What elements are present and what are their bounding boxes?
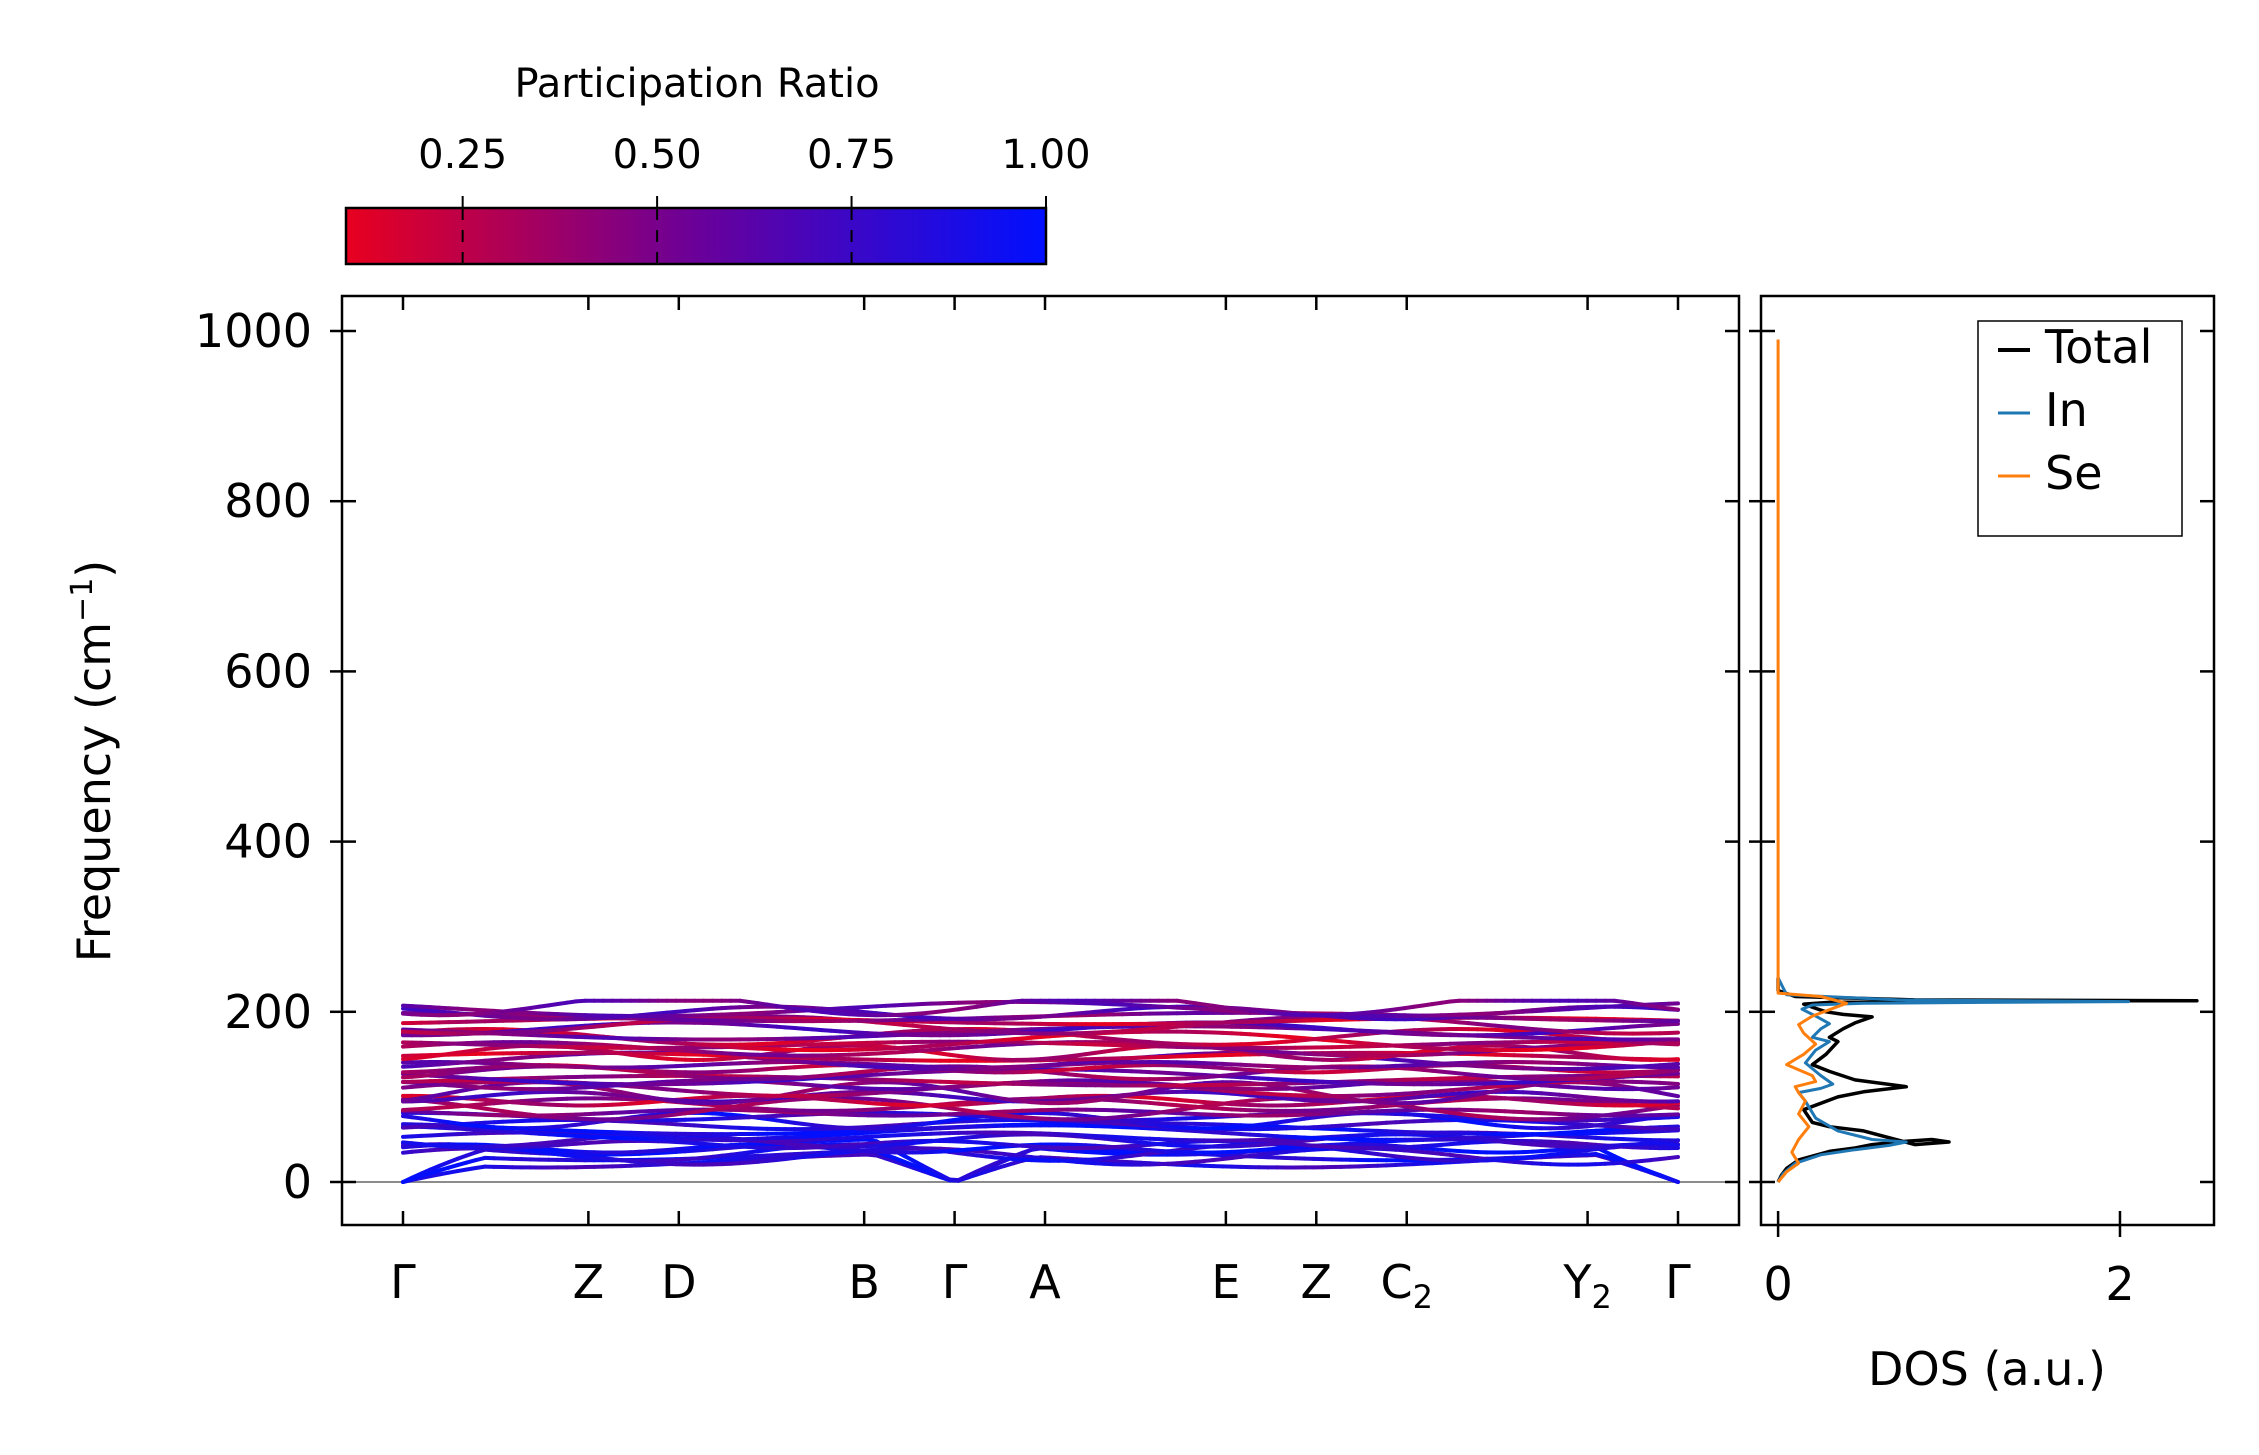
band-segment	[1666, 1061, 1680, 1067]
band-segment	[1666, 1071, 1680, 1077]
band-segment	[1666, 1105, 1680, 1111]
colorbar-title: Participation Ratio	[514, 61, 879, 107]
colorbar-tick-label: 0.75	[807, 132, 896, 178]
band-segment	[1666, 1176, 1680, 1184]
colorbar-gradient	[344, 206, 1048, 266]
colorbar: Participation Ratio 0.25 0.50 0.75 1.00	[344, 61, 1091, 266]
band-segment	[1666, 1081, 1680, 1086]
band-segment	[1666, 1092, 1680, 1099]
band-segment	[1666, 1155, 1680, 1161]
band-segment	[1666, 1085, 1680, 1090]
colorbar-tick-label: 1.00	[1001, 132, 1090, 178]
colorbar-tick-label: 0.50	[613, 132, 702, 178]
band-segment	[1666, 1067, 1680, 1073]
colorbar-tick-label: 0.25	[418, 132, 507, 178]
